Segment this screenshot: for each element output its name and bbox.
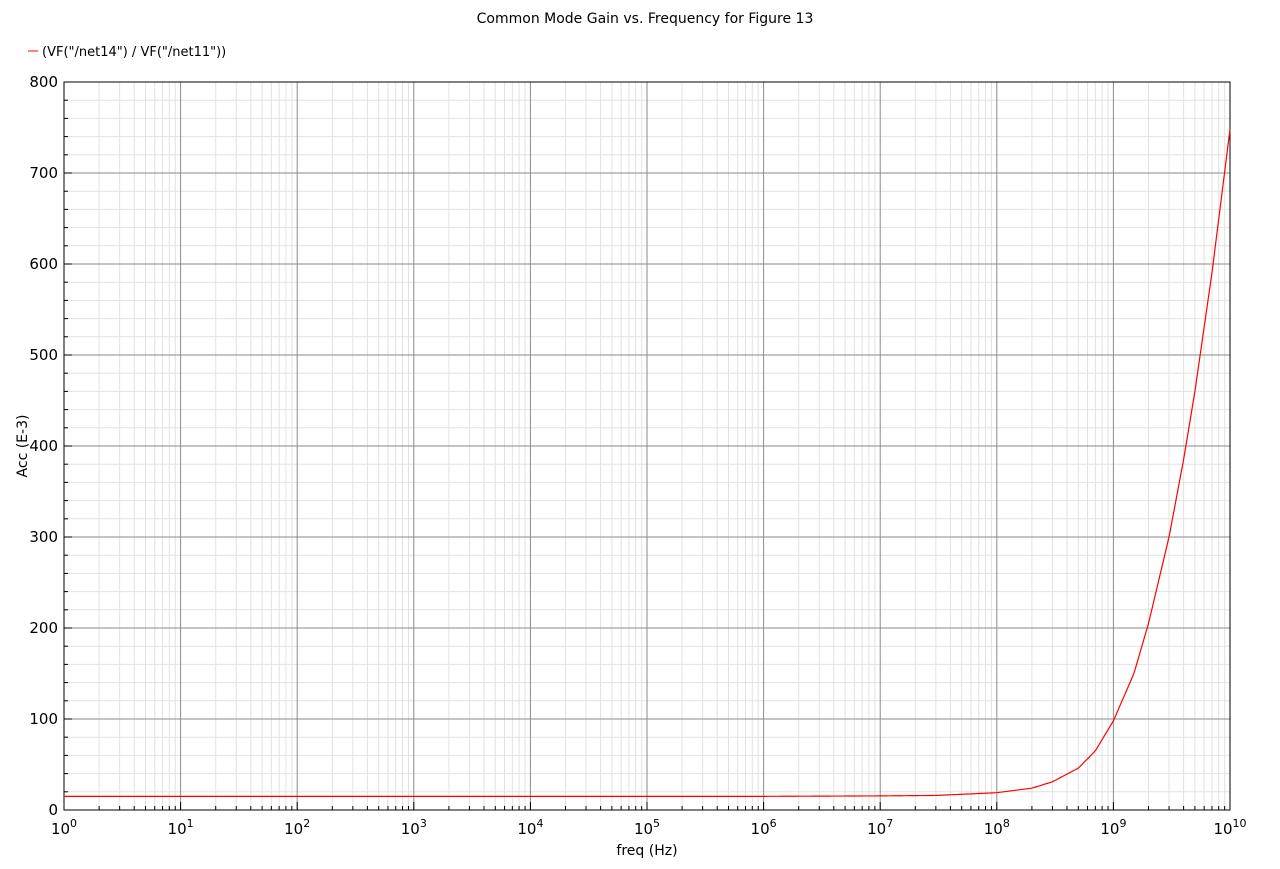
y-axis-label: Acc (E-3) — [15, 415, 31, 478]
y-tick-label: 400 — [29, 437, 58, 455]
x-tick-label: 107 — [867, 817, 893, 838]
x-tick-label: 109 — [1100, 817, 1126, 838]
y-tick-label: 600 — [29, 255, 58, 273]
y-tick-label: 500 — [29, 346, 58, 364]
y-tick-label: 700 — [29, 164, 58, 182]
y-tick-label: 300 — [29, 528, 58, 546]
x-tick-label: 101 — [168, 817, 194, 838]
y-tick-label: 800 — [29, 73, 58, 91]
x-tick-label: 108 — [984, 817, 1010, 838]
y-tick-label: 200 — [29, 619, 58, 637]
x-tick-label: 104 — [517, 817, 543, 838]
legend: (VF("/net14") / VF("/net11")) — [28, 45, 226, 60]
x-tick-label: 106 — [751, 817, 777, 838]
series-line — [64, 129, 1231, 797]
x-tick-label: 102 — [284, 817, 310, 838]
series-group — [64, 129, 1231, 797]
grid — [64, 82, 1230, 810]
y-tick-label: 100 — [29, 710, 58, 728]
x-tick-label: 100 — [51, 817, 77, 838]
y-tick-label: 0 — [48, 801, 58, 819]
y-axis-ticks: 0 100 200 300 400 500 600 700 800 — [29, 73, 72, 819]
legend-label: (VF("/net14") / VF("/net11")) — [42, 45, 226, 60]
x-axis-ticks: 100 101 102 103 104 105 106 107 108 109 1010 — [51, 802, 1247, 838]
x-tick-label: 103 — [401, 817, 427, 838]
x-axis-label: freq (Hz) — [616, 843, 677, 859]
chart-title: Common Mode Gain vs. Frequency for Figur… — [477, 11, 814, 27]
x-tick-label: 105 — [634, 817, 660, 838]
x-tick-label: 1010 — [1213, 817, 1246, 838]
